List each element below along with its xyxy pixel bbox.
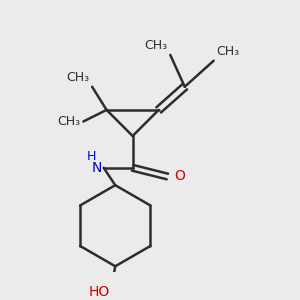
Text: O: O xyxy=(175,169,185,184)
Text: CH₃: CH₃ xyxy=(144,39,167,52)
Text: CH₃: CH₃ xyxy=(66,71,89,84)
Text: CH₃: CH₃ xyxy=(217,45,240,58)
Text: H: H xyxy=(87,151,96,164)
Text: HO: HO xyxy=(88,285,109,299)
Text: CH₃: CH₃ xyxy=(57,115,80,128)
Text: N: N xyxy=(92,161,102,175)
